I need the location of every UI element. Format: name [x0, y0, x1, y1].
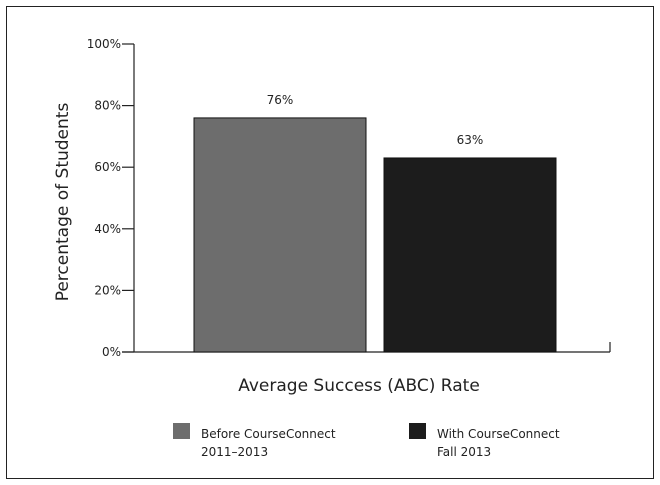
- bars: 76% 63%: [193, 93, 557, 353]
- y-axis-ticks: 0% 20% 40% 60% 80% 100%: [87, 37, 134, 359]
- y-tick-label: 20%: [94, 283, 121, 297]
- bar-data-label: 63%: [457, 133, 484, 147]
- y-axis-label: Percentage of Students: [53, 103, 73, 302]
- legend-label: With CourseConnect: [437, 427, 560, 441]
- y-tick-label: 0%: [102, 345, 121, 359]
- legend-swatch: [409, 423, 426, 439]
- legend-swatch: [173, 423, 190, 439]
- y-tick-label: 100%: [87, 37, 121, 51]
- bar: [383, 157, 557, 353]
- legend-sublabel: Fall 2013: [437, 445, 491, 459]
- y-tick-label: 60%: [94, 160, 121, 174]
- y-tick-label: 40%: [94, 222, 121, 236]
- x-axis-label: Average Success (ABC) Rate: [238, 376, 480, 396]
- bar-data-label: 76%: [267, 93, 294, 107]
- legend-label: Before CourseConnect: [201, 427, 336, 441]
- y-tick-label: 80%: [94, 99, 121, 113]
- legend-sublabel: 2011–2013: [201, 445, 268, 459]
- bar: [193, 117, 367, 353]
- legend: Before CourseConnect 2011–2013 With Course…: [173, 423, 560, 459]
